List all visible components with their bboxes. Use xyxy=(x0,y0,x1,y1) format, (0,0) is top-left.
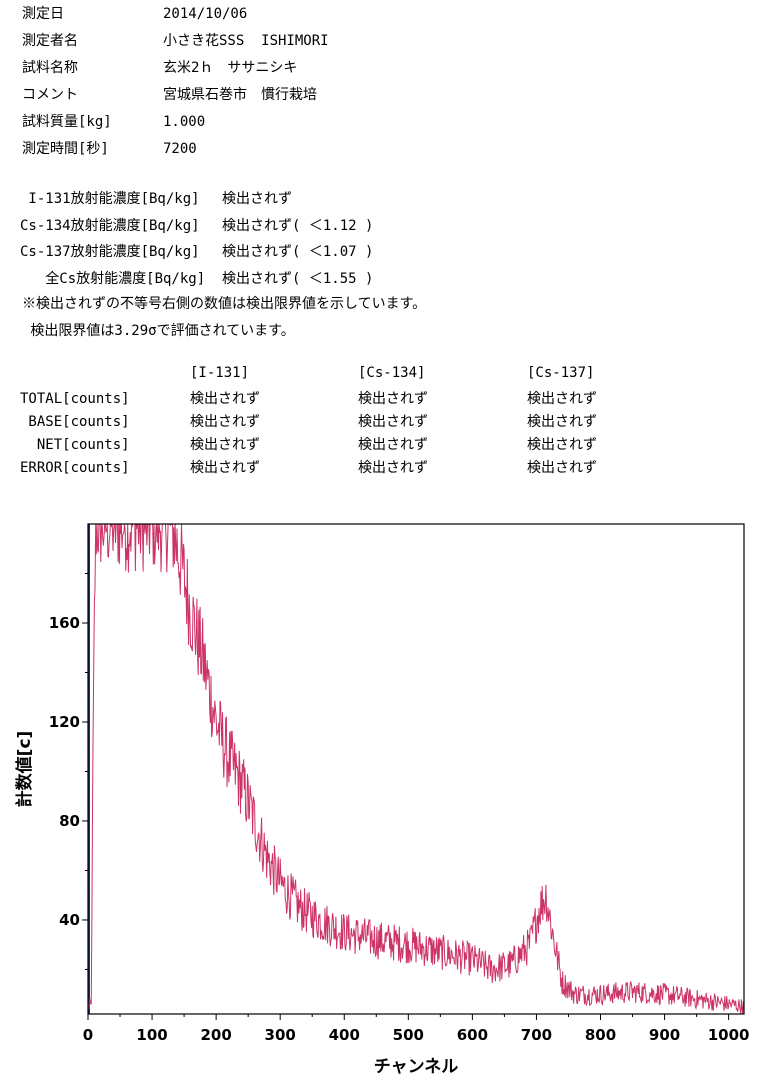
table-cell: 検出されず xyxy=(527,437,597,453)
table-cell: 検出されず xyxy=(358,437,428,453)
x-tick-label: 500 xyxy=(393,1026,424,1044)
header-cs137: [Cs-137] xyxy=(527,365,595,381)
note-line-1: ※検出されずの不等号右側の数値は検出限界値を示しています。 xyxy=(22,296,427,312)
x-tick-label: 700 xyxy=(521,1026,552,1044)
info-value: 2014/10/06 xyxy=(163,6,248,22)
y-tick-label: 40 xyxy=(59,911,80,929)
table-cell: 検出されず xyxy=(527,460,597,476)
x-tick-label: 0 xyxy=(83,1026,93,1044)
info-label: 測定時間[秒] xyxy=(22,141,109,157)
x-tick-label: 900 xyxy=(649,1026,680,1044)
y-tick-label: 120 xyxy=(49,713,80,731)
x-tick-label: 100 xyxy=(136,1026,167,1044)
info-label: 測定者名 xyxy=(22,33,78,49)
table-cell: 検出されず xyxy=(358,414,428,430)
spectrum-chart: 0 100 200 300 400 500 600 700 800 900 1000 40 80 120 1… xyxy=(14,523,750,1077)
y-axis-label: 計数値[c] xyxy=(14,731,35,808)
x-tick-label: 800 xyxy=(585,1026,616,1044)
table-cell: 検出されず xyxy=(527,414,597,430)
y-tick-label: 80 xyxy=(59,812,80,830)
y-tick-label: 160 xyxy=(49,614,80,632)
x-tick-label: 1000 xyxy=(708,1026,750,1044)
table-row-label: TOTAL[counts] xyxy=(20,391,130,407)
info-value: 7200 xyxy=(163,141,197,157)
table-cell: 検出されず xyxy=(527,391,597,407)
x-tick-label: 300 xyxy=(265,1026,296,1044)
concentration-value: 検出されず( ＜1.07 ) xyxy=(222,244,374,260)
x-tick-label: 400 xyxy=(329,1026,360,1044)
info-label: 試料名称 xyxy=(22,60,78,76)
spectrum-series-line xyxy=(87,523,745,1014)
table-row-label: ERROR[counts] xyxy=(20,460,130,476)
x-tick-label: 600 xyxy=(457,1026,488,1044)
concentration-value: 検出されず( ＜1.55 ) xyxy=(222,270,374,287)
table-cell: 検出されず xyxy=(190,437,260,453)
concentration-label: I-131放射能濃度[Bq/kg] xyxy=(20,191,200,207)
note-line-2: 検出限界値は3.29σで評価されています。 xyxy=(22,323,295,339)
info-value: 玄米2ｈ ササニシキ xyxy=(163,60,298,76)
info-value: 1.000 xyxy=(163,114,206,130)
concentration-label: 全Cs放射能濃度[Bq/kg] xyxy=(20,270,206,287)
table-cell: 検出されず xyxy=(190,391,260,407)
table-cell: 検出されず xyxy=(190,460,260,476)
info-label: コメント xyxy=(22,87,78,103)
table-cell: 検出されず xyxy=(358,460,428,476)
info-value: 小さき花SSS ISHIMORI xyxy=(163,33,329,49)
header-i131: [I-131] xyxy=(190,365,250,381)
x-tick-label: 200 xyxy=(200,1026,231,1044)
info-value: 宮城県石巻市 慣行栽培 xyxy=(163,87,317,103)
info-label: 測定日 xyxy=(22,6,64,22)
x-axis-label: チャンネル xyxy=(374,1057,459,1077)
concentration-value: 検出されず xyxy=(222,191,292,207)
info-label: 試料質量[kg] xyxy=(22,114,112,130)
concentration-label: Cs-134放射能濃度[Bq/kg] xyxy=(20,217,200,234)
table-cell: 検出されず xyxy=(358,391,428,407)
plot-frame xyxy=(87,523,745,1015)
table-cell: 検出されず xyxy=(190,414,260,430)
table-row-label: NET[counts] xyxy=(20,437,130,453)
table-row-label: BASE[counts] xyxy=(20,414,130,430)
concentration-label: Cs-137放射能濃度[Bq/kg] xyxy=(20,244,200,260)
header-cs134: [Cs-134] xyxy=(358,365,426,381)
concentration-value: 検出されず( ＜1.12 ) xyxy=(222,217,374,234)
